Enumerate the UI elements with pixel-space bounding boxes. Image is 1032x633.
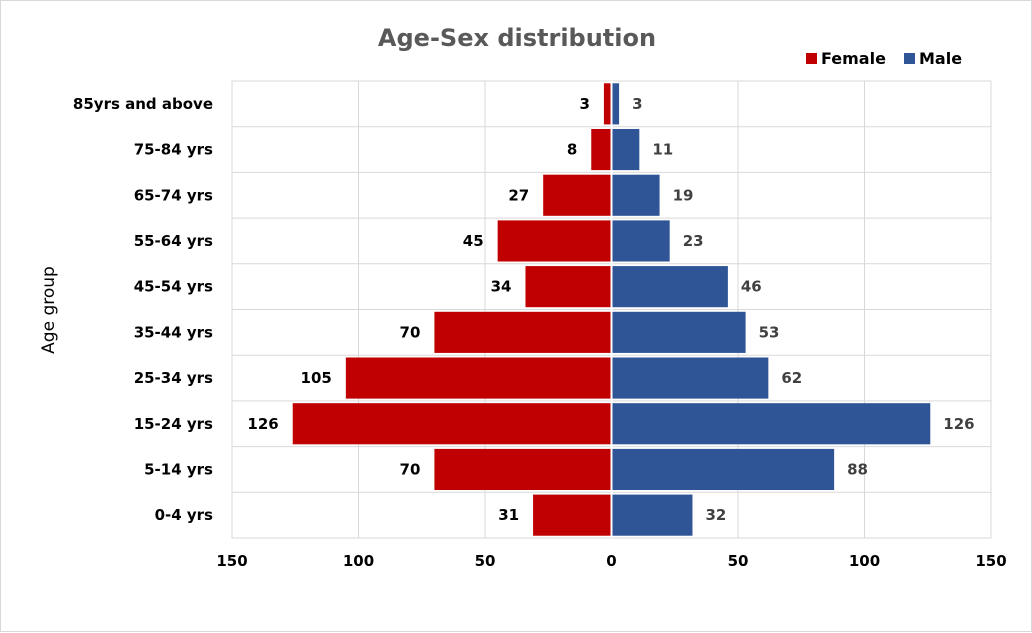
data-label-male: 11 — [652, 141, 673, 159]
x-tick-label: 100 — [849, 552, 880, 570]
legend: Female Male — [806, 49, 962, 68]
bar-male — [611, 83, 620, 125]
data-label-male: 126 — [943, 415, 974, 433]
legend-label-female: Female — [821, 49, 886, 68]
data-label-male: 23 — [683, 232, 704, 250]
legend-label-male: Male — [919, 49, 962, 68]
chart-title: Age-Sex distribution — [378, 24, 656, 52]
category-label: 35-44 yrs — [134, 323, 213, 341]
data-label-female: 126 — [247, 415, 278, 433]
bar-female — [292, 403, 612, 445]
data-label-female: 45 — [463, 232, 484, 250]
bar-male — [611, 128, 640, 171]
bar-female — [497, 220, 612, 262]
data-label-male: 3 — [632, 95, 642, 113]
bar-female — [525, 266, 612, 308]
x-tick-label: 50 — [728, 552, 749, 570]
bar-female — [591, 128, 612, 171]
data-label-female: 8 — [567, 141, 577, 159]
data-label-female: 105 — [301, 369, 332, 387]
category-label: 0-4 yrs — [155, 506, 213, 524]
bar-female — [434, 311, 612, 353]
data-label-female: 3 — [579, 95, 589, 113]
bar-male — [611, 266, 728, 308]
data-label-male: 46 — [741, 278, 762, 296]
legend-swatch-female — [806, 53, 817, 64]
x-tick-label: 150 — [975, 552, 1006, 570]
x-tick-label: 100 — [343, 552, 374, 570]
category-label: 75-84 yrs — [134, 141, 213, 159]
data-label-male: 62 — [781, 369, 802, 387]
category-label: 15-24 yrs — [134, 415, 213, 433]
category-label: 5-14 yrs — [144, 460, 213, 478]
data-label-female: 70 — [400, 323, 421, 341]
data-label-male: 53 — [759, 323, 780, 341]
bar-female — [345, 357, 612, 399]
data-label-female: 27 — [508, 186, 529, 204]
x-tick-label: 50 — [475, 552, 496, 570]
bar-male — [611, 448, 835, 491]
data-label-female: 70 — [400, 460, 421, 478]
x-tick-label: 150 — [216, 552, 247, 570]
data-label-male: 19 — [673, 186, 694, 204]
bar-female — [533, 494, 612, 536]
data-label-female: 34 — [491, 278, 512, 296]
data-label-male: 88 — [847, 460, 868, 478]
bar-male — [611, 311, 746, 353]
category-label: 65-74 yrs — [134, 186, 213, 204]
bar-female — [434, 448, 612, 491]
bar-male — [611, 174, 660, 216]
bar-female — [543, 174, 612, 216]
data-label-female: 31 — [498, 506, 519, 524]
category-label: 25-34 yrs — [134, 369, 213, 387]
bar-male — [611, 494, 693, 536]
category-label: 85yrs and above — [73, 95, 213, 113]
bar-male — [611, 220, 670, 262]
labels-layer: 150 100 50 0 50 100 150 85yrs and above 3 3 75-84 … — [73, 95, 1007, 570]
bar-male — [611, 357, 769, 399]
data-label-male: 32 — [705, 506, 726, 524]
category-label: 55-64 yrs — [134, 232, 213, 250]
y-axis-label: Age group — [39, 266, 59, 354]
bars-layer — [292, 81, 931, 538]
x-tick-label: 0 — [606, 552, 616, 570]
category-label: 45-54 yrs — [134, 278, 213, 296]
legend-swatch-male — [904, 53, 915, 64]
bar-male — [611, 403, 931, 445]
bar-female — [603, 83, 612, 125]
